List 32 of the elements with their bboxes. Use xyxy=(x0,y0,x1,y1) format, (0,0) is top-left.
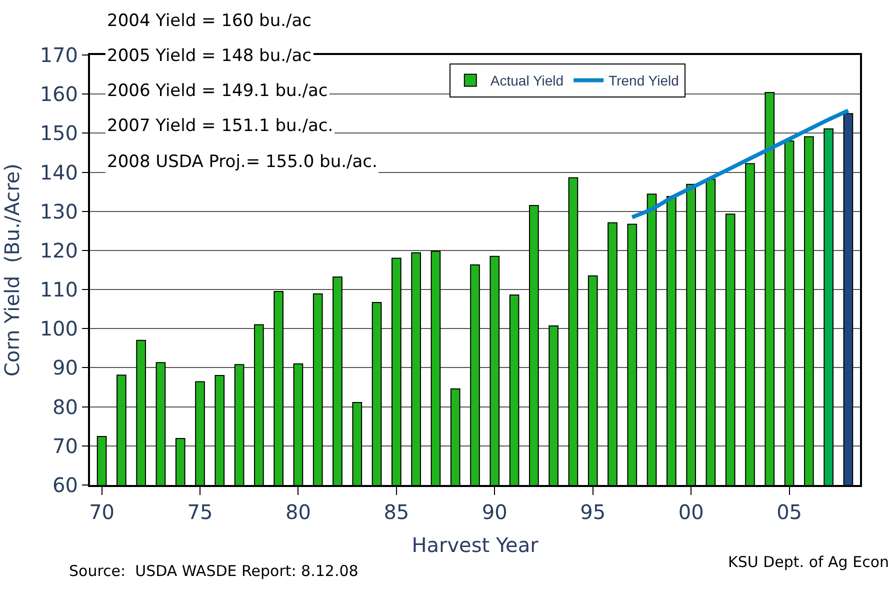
annotation: 2006 Yield = 149.1 bu./ac xyxy=(107,81,328,101)
y-tick-label: 100 xyxy=(40,316,78,341)
y-tick-label: 60 xyxy=(52,473,78,497)
x-tick-label: 00 xyxy=(678,500,704,524)
annotation: 2005 Yield = 148 bu./ac xyxy=(107,46,312,66)
x-tick-label: 85 xyxy=(384,500,410,524)
x-tick-label: 05 xyxy=(776,500,802,524)
y-tick-label: 120 xyxy=(40,238,78,262)
text: 2004 Yield = 160 bu./ac xyxy=(107,11,312,31)
x-tick-label: 75 xyxy=(187,500,213,524)
annotation: 2008 USDA Proj.= 155.0 bu./ac. xyxy=(107,152,378,172)
source-note: Source: USDA WASDE Report: 8.12.08 xyxy=(69,562,358,580)
text: KSU Dept. of Ag Econ xyxy=(728,553,890,571)
x-tick-label: 90 xyxy=(482,500,508,524)
y-tick-label: 90 xyxy=(52,356,78,380)
y-tick-label: 80 xyxy=(52,394,78,419)
y-tick-label: 130 xyxy=(40,199,78,224)
line-series xyxy=(630,108,850,220)
legend-label: Actual Yield xyxy=(490,72,564,89)
legend-label: Trend Yield xyxy=(608,72,679,89)
y-tick-label: 70 xyxy=(52,434,78,458)
x-tick-label: 70 xyxy=(89,500,115,524)
y-tick-label: 150 xyxy=(40,121,78,146)
x-axis-title: Harvest Year xyxy=(412,533,540,557)
annotation: 2007 Yield = 151.1 bu./ac. xyxy=(107,116,334,136)
y-tick-label: 110 xyxy=(40,278,78,302)
y-tick-label: 140 xyxy=(40,160,78,184)
y-tick-label: 170 xyxy=(40,43,78,67)
x-tick-label: 80 xyxy=(285,500,311,524)
y-axis-title: Corn Yield (Bu./Acre) xyxy=(0,164,24,376)
x-tick-label: 95 xyxy=(580,500,606,524)
y-tick-label: 160 xyxy=(40,82,78,106)
